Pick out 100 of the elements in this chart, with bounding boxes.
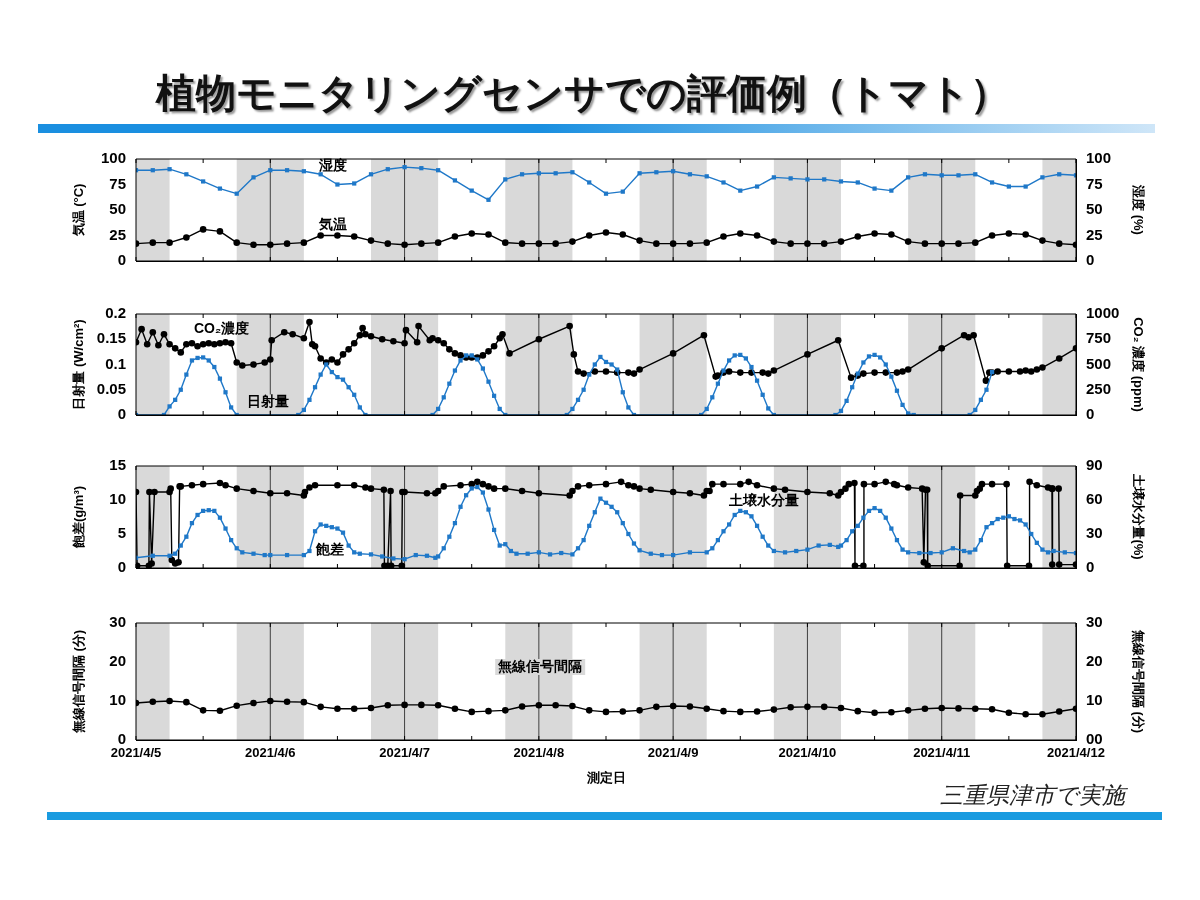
point: [585, 232, 593, 239]
point: [738, 188, 743, 193]
point: [888, 709, 895, 716]
point: [1005, 230, 1013, 237]
point: [569, 238, 576, 245]
point: [384, 240, 392, 247]
point: [1006, 184, 1011, 189]
point: [1022, 231, 1029, 238]
point: [570, 170, 575, 175]
point: [183, 698, 190, 706]
point: [283, 698, 291, 706]
x-tick-label: 2021/4/12: [1047, 745, 1105, 761]
point: [552, 701, 559, 709]
y2-tick-label: 20: [1086, 652, 1103, 670]
point: [335, 182, 340, 187]
y2-axis-title: 土壌水分量(%): [1130, 473, 1146, 560]
point: [938, 240, 946, 247]
point: [166, 697, 173, 705]
point: [201, 179, 206, 184]
point: [653, 703, 660, 711]
point: [787, 703, 794, 711]
point: [888, 231, 895, 238]
y-tick-label: 0.15: [96, 329, 126, 347]
point: [837, 238, 845, 245]
point: [503, 177, 508, 182]
y2-tick-label: 100: [1086, 149, 1112, 167]
point: [367, 704, 375, 712]
y-tick-label: 0.2: [105, 304, 126, 322]
y2-tick-label: 00: [1086, 730, 1103, 748]
point: [971, 239, 979, 246]
point: [804, 240, 811, 247]
y-tick-label: 0: [117, 405, 126, 423]
point: [871, 709, 878, 716]
series-label: 湿度: [318, 157, 348, 173]
x-tick-label: 2021/4/10: [778, 745, 837, 761]
y2-axis-title: 湿度 (%): [1130, 184, 1146, 235]
point: [266, 697, 274, 705]
series-label: 飽差: [314, 540, 344, 557]
y-tick-label: 50: [109, 200, 126, 218]
point: [468, 708, 476, 716]
y-axis-title: 気温 (°C): [71, 183, 87, 238]
point: [266, 241, 274, 248]
point: [402, 165, 407, 170]
y-tick-label: 5: [117, 524, 126, 542]
y2-axis-title: 無線信号間隔 (分): [1130, 628, 1146, 734]
point: [653, 240, 660, 247]
point: [753, 232, 761, 239]
point: [384, 701, 392, 709]
point: [317, 703, 324, 711]
point: [904, 707, 912, 714]
y2-tick-label: 750: [1086, 329, 1112, 347]
point: [317, 232, 324, 239]
point: [619, 708, 627, 715]
y-tick-label: 0: [117, 251, 126, 269]
point: [637, 171, 642, 176]
y-tick-label: 0: [117, 730, 126, 748]
y2-tick-label: 25: [1086, 225, 1103, 243]
x-tick-label: 2021/4/7: [379, 745, 430, 761]
point: [434, 701, 442, 709]
x-tick-label: 2021/4/8: [513, 745, 565, 761]
point: [921, 705, 929, 713]
point: [334, 232, 341, 239]
point: [518, 703, 526, 710]
point: [988, 705, 996, 713]
point: [804, 703, 811, 711]
point: [871, 230, 878, 237]
x-tick-label: 2021/4/5: [110, 745, 162, 761]
x-tick-label: 2021/4/11: [913, 745, 971, 761]
point: [720, 707, 727, 715]
y-tick-label: 25: [109, 225, 126, 243]
y2-tick-label: 0: [1086, 558, 1095, 576]
point: [989, 180, 995, 185]
point: [501, 707, 509, 714]
point: [636, 237, 643, 244]
point: [587, 180, 592, 185]
point: [720, 233, 727, 240]
point: [167, 167, 172, 172]
point: [251, 175, 256, 180]
y-tick-label: 15: [109, 456, 126, 474]
y-tick-label: 75: [109, 174, 126, 192]
y2-tick-label: 0: [1086, 251, 1095, 269]
point: [367, 237, 375, 244]
point: [350, 233, 358, 240]
y2-tick-label: 90: [1086, 456, 1103, 474]
point: [1055, 708, 1063, 715]
point: [703, 239, 711, 246]
point: [822, 177, 827, 182]
series-label: 土壌水分量: [727, 492, 799, 509]
text: 無線信号間隔: [497, 657, 583, 674]
point: [166, 239, 173, 246]
point: [1039, 710, 1046, 718]
series-label: 日射量: [246, 393, 289, 410]
point: [686, 240, 694, 247]
y2-axis-title: CO₂ 濃度 (ppm): [1130, 317, 1146, 412]
point: [452, 178, 458, 183]
point: [686, 703, 694, 710]
point: [183, 234, 190, 241]
point: [401, 701, 408, 709]
point: [569, 702, 576, 710]
point: [451, 705, 459, 713]
